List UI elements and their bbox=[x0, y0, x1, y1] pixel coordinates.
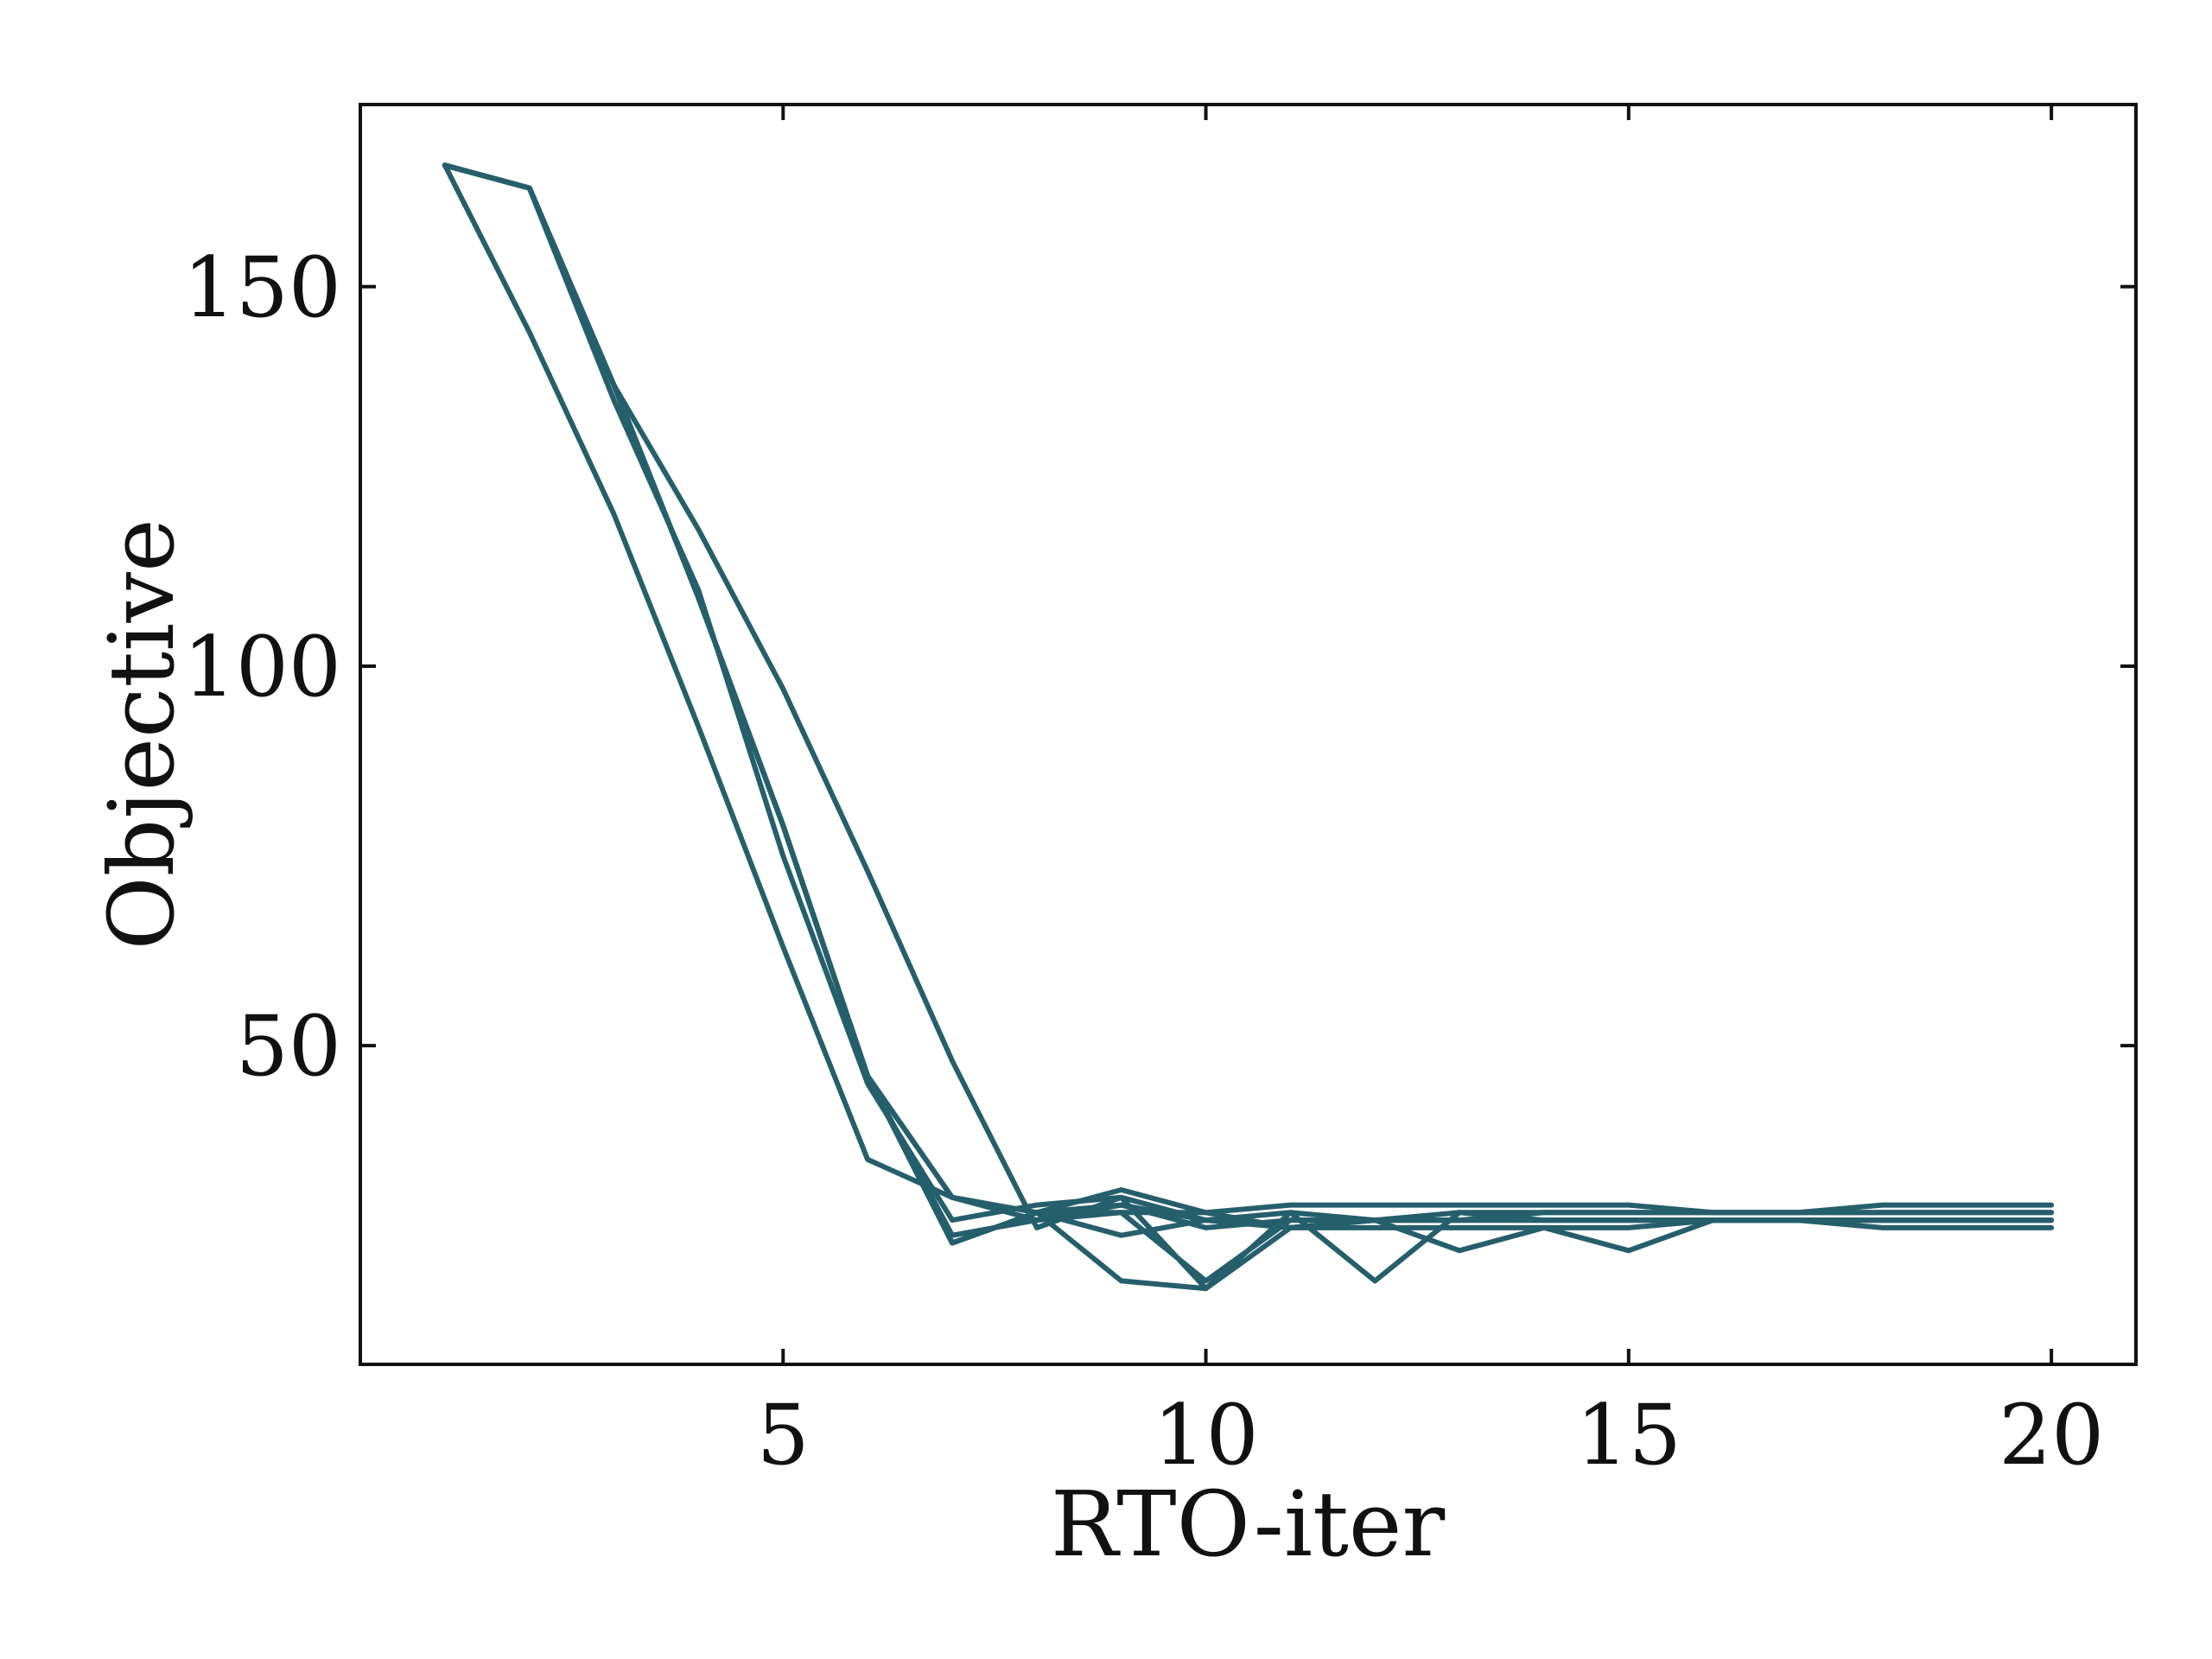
y-tick-label: 150 bbox=[183, 239, 341, 336]
series-line-run-9 bbox=[442, 162, 2055, 1238]
x-axis-label: RTO-iter bbox=[1051, 1471, 1446, 1577]
tick-labels: 5 10 15 20 50 100 150 bbox=[183, 239, 2104, 1484]
series-line-run-5 bbox=[442, 162, 2055, 1254]
series-line-run-1 bbox=[442, 162, 2055, 1230]
series-line-run-4 bbox=[442, 162, 2055, 1292]
plot-frame bbox=[359, 103, 2138, 1366]
series-line-run-8 bbox=[442, 162, 2055, 1246]
x-tick-label: 20 bbox=[1999, 1387, 2104, 1484]
y-tick-label: 100 bbox=[183, 619, 341, 715]
y-axis-label: Objective bbox=[89, 518, 194, 950]
x-tick-label: 10 bbox=[1153, 1387, 1258, 1484]
series-line-run-3 bbox=[442, 162, 2055, 1292]
series-line-run-6 bbox=[442, 162, 2055, 1284]
x-tick-label: 15 bbox=[1576, 1387, 1681, 1484]
y-tick-label: 50 bbox=[236, 998, 341, 1095]
ticks bbox=[360, 105, 2136, 1364]
x-tick-label: 5 bbox=[757, 1387, 810, 1484]
series-group bbox=[442, 162, 2055, 1292]
